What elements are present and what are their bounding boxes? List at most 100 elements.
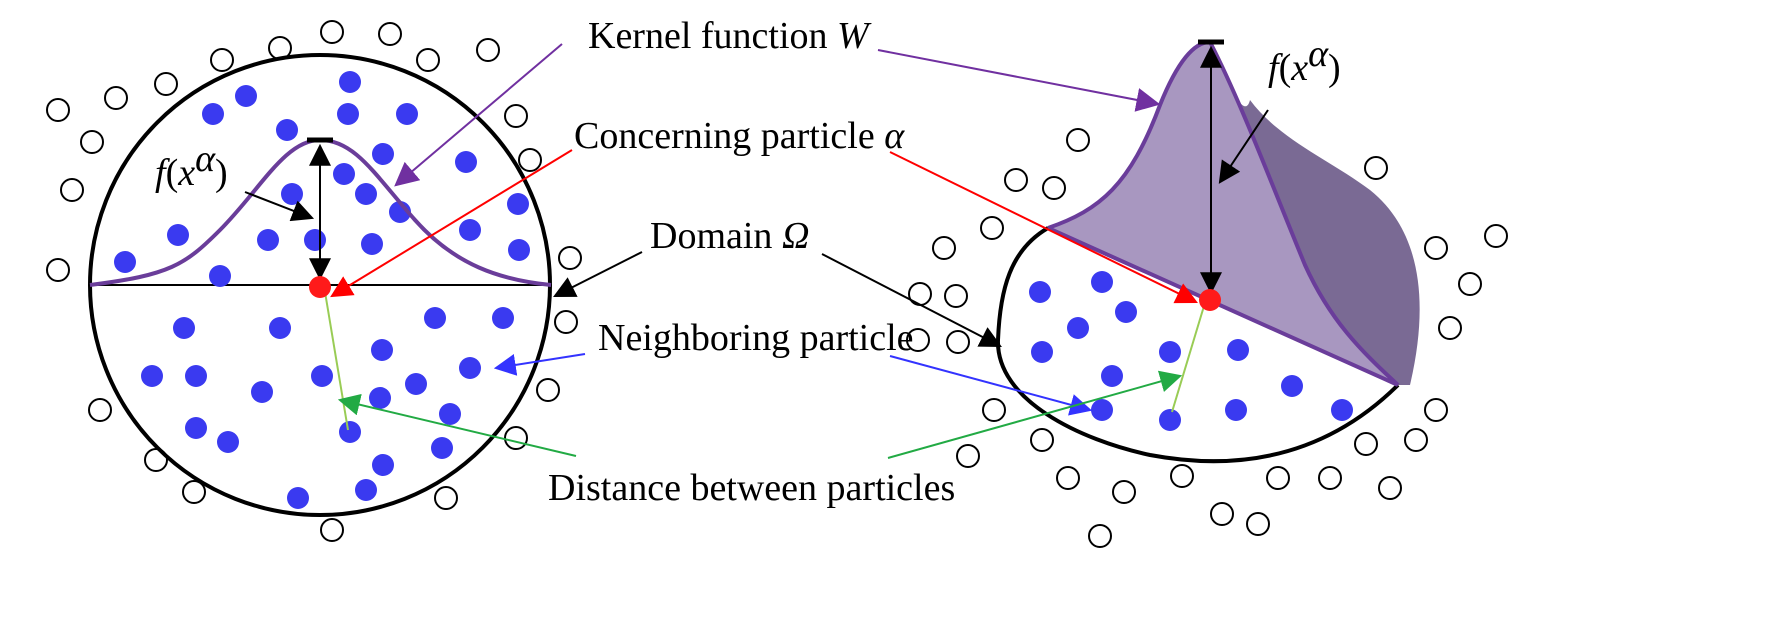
kernel-surface-base-edge — [1047, 226, 1399, 387]
neighbor-particle — [459, 357, 481, 379]
outside-particle — [558, 246, 582, 270]
neighbor-particle — [269, 317, 291, 339]
outside-particle — [518, 148, 542, 172]
neighbor-particle — [355, 479, 377, 501]
neighbor-particle — [1091, 271, 1113, 293]
neighbor-particle — [492, 307, 514, 329]
outside-particle — [1030, 428, 1054, 452]
neighbor-particle — [1331, 399, 1353, 421]
outside-particle — [60, 178, 84, 202]
outside-particle — [1438, 316, 1462, 340]
neighbor-particle — [304, 229, 326, 251]
neighbor-particle — [287, 487, 309, 509]
neighbor-particle — [431, 437, 453, 459]
outside-particle — [1364, 156, 1388, 180]
neighbor-particle — [173, 317, 195, 339]
kernel-surface-front — [1048, 42, 1398, 385]
neighbor-particle — [217, 431, 239, 453]
outside-particle — [1318, 466, 1342, 490]
f-label-arrow-right — [1218, 109, 1269, 184]
neighbor-particle — [1031, 341, 1053, 363]
arrow-neighbor-left — [493, 353, 586, 376]
outside-particle — [182, 480, 206, 504]
outside-particle — [1004, 168, 1028, 192]
neighbor-particle — [202, 103, 224, 125]
outside-particle — [46, 98, 70, 122]
neighbor-particle — [141, 365, 163, 387]
outside-particle — [1042, 176, 1066, 200]
neighbor-particle — [372, 454, 394, 476]
neighbor-particle — [369, 387, 391, 409]
arrow-concerning-right — [889, 151, 1198, 304]
center-labels: Kernel function W Concerning particle α … — [548, 15, 955, 509]
arrow-distance-right — [887, 370, 1183, 459]
neighbor-particle — [1101, 365, 1123, 387]
outside-particle — [1266, 466, 1290, 490]
neighbor-particle — [355, 183, 377, 205]
right-panel-3d: f(xα) — [906, 33, 1508, 548]
neighbor-particle — [1159, 409, 1181, 431]
f-label-left: f(xα) — [155, 138, 228, 194]
neighbor-particle — [508, 239, 530, 261]
outside-particle — [434, 486, 458, 510]
arrow-kernel-right — [877, 49, 1161, 112]
outside-particle — [1484, 224, 1508, 248]
outside-particle — [932, 236, 956, 260]
neighbor-particle — [281, 183, 303, 205]
outside-particle — [1404, 428, 1428, 452]
outside-particle — [982, 398, 1006, 422]
outside-particle — [1210, 502, 1234, 526]
neighbor-particle — [114, 251, 136, 273]
left-panel-2d: f(xα) — [46, 20, 582, 542]
outside-particle — [1066, 128, 1090, 152]
outside-particle — [1246, 512, 1270, 536]
f-label-right: f(xα) — [1268, 33, 1341, 89]
outside-particle — [536, 378, 560, 402]
distance-label: Distance between particles — [548, 467, 955, 509]
outside-particle — [1112, 480, 1136, 504]
outside-particles-right — [906, 128, 1508, 548]
neighbor-particle — [1029, 281, 1051, 303]
neighbor-particle — [424, 307, 446, 329]
neighbor-particle — [251, 381, 273, 403]
neighbor-particle — [507, 193, 529, 215]
outside-particle — [906, 328, 930, 352]
neighbor-particle — [455, 151, 477, 173]
outside-particle — [476, 38, 500, 62]
outside-particle — [210, 48, 234, 72]
neighbor-particle — [235, 85, 257, 107]
kernel-function-label: Kernel function W — [588, 15, 872, 57]
kernel-surface-side — [1210, 42, 1420, 385]
neighbor-particle — [371, 339, 393, 361]
outside-particle — [946, 330, 970, 354]
outside-particle — [504, 104, 528, 128]
neighbor-particle — [1067, 317, 1089, 339]
neighbor-particle — [339, 421, 361, 443]
outside-particle — [416, 48, 440, 72]
outside-particle — [956, 444, 980, 468]
arrow-domain-right — [821, 253, 1002, 348]
outside-particle — [80, 130, 104, 154]
concerning-particle-3d — [1199, 289, 1221, 311]
neighbor-particle — [337, 103, 359, 125]
neighbor-particle — [405, 373, 427, 395]
outside-particle — [1170, 464, 1194, 488]
neighbor-particle — [276, 119, 298, 141]
f-label-arrow-left — [244, 191, 315, 222]
domain-blob — [995, 226, 1400, 464]
outside-particle — [1424, 398, 1448, 422]
outside-particle — [1378, 476, 1402, 500]
neighbor-particle — [459, 219, 481, 241]
outside-particles-left — [46, 20, 582, 542]
outside-particle — [88, 398, 112, 422]
neighbor-particle — [185, 365, 207, 387]
neighbor-particle — [1225, 399, 1247, 421]
arrow-distance-left — [337, 393, 577, 457]
outside-particle — [1088, 524, 1112, 548]
outside-particle — [1458, 272, 1482, 296]
outside-particle — [980, 216, 1004, 240]
distance-line-2d — [324, 291, 349, 431]
neighbor-particle — [257, 229, 279, 251]
outside-particle — [104, 86, 128, 110]
neighbor-particle — [361, 233, 383, 255]
